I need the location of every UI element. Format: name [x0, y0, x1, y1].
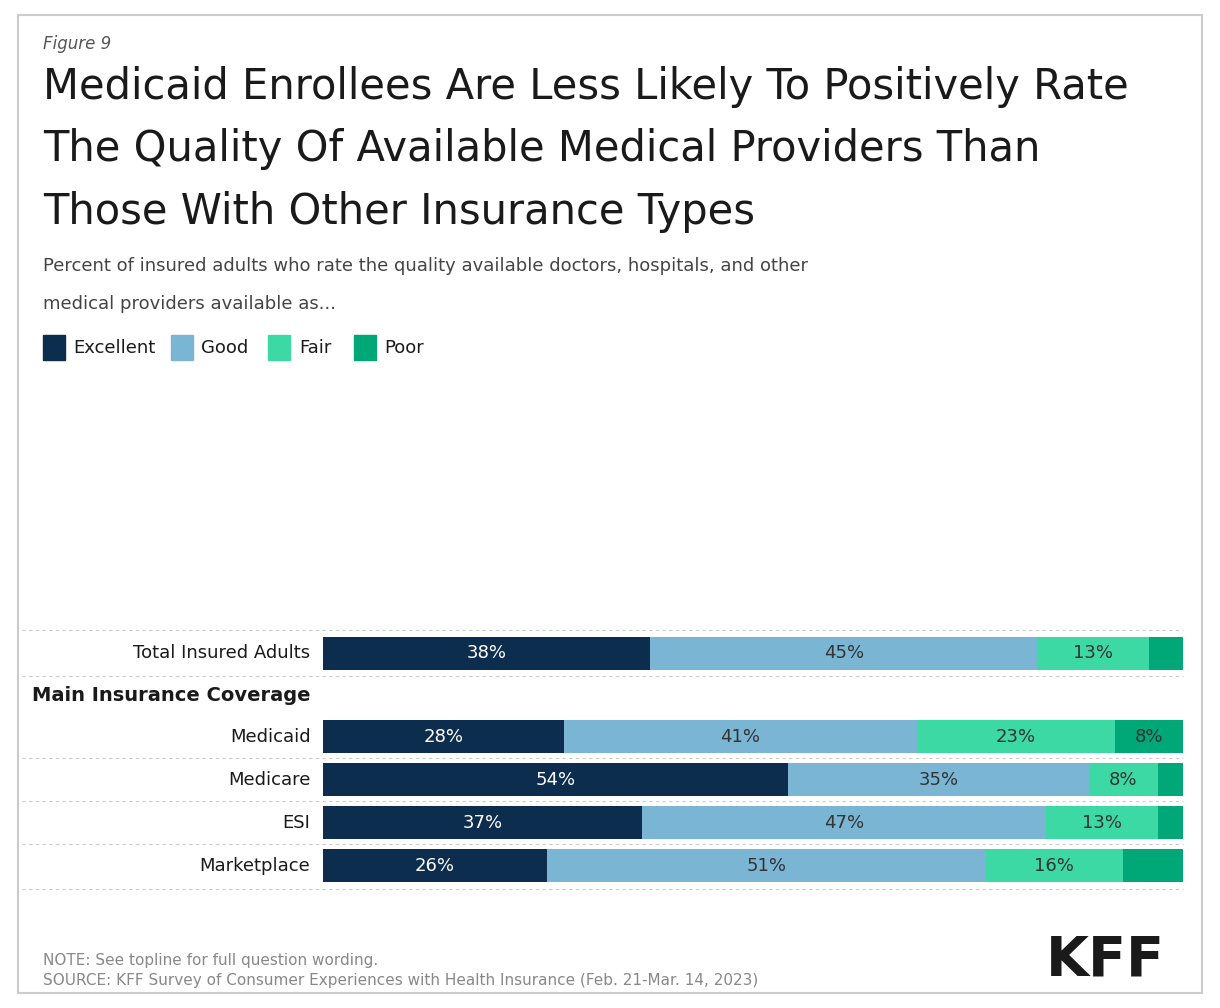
Bar — [323, 850, 547, 882]
Text: KFF: KFF — [1046, 933, 1165, 988]
Text: The Quality Of Available Medical Providers Than: The Quality Of Available Medical Provide… — [43, 128, 1041, 170]
Text: 8%: 8% — [1135, 728, 1163, 746]
Bar — [986, 850, 1124, 882]
Text: 47%: 47% — [824, 813, 864, 832]
Bar — [650, 637, 1037, 669]
Text: 13%: 13% — [1082, 813, 1121, 832]
Text: 13%: 13% — [1074, 644, 1113, 662]
Text: 8%: 8% — [1109, 771, 1137, 789]
Text: Total Insured Adults: Total Insured Adults — [133, 644, 310, 662]
Bar — [788, 763, 1088, 796]
Text: 51%: 51% — [747, 857, 786, 875]
Bar — [1115, 721, 1183, 753]
Text: medical providers available as...: medical providers available as... — [43, 295, 336, 313]
Bar — [1158, 763, 1183, 796]
Bar — [1158, 806, 1183, 840]
Text: Figure 9: Figure 9 — [43, 35, 111, 53]
Bar — [642, 806, 1046, 840]
Text: Medicaid Enrollees Are Less Likely To Positively Rate: Medicaid Enrollees Are Less Likely To Po… — [43, 66, 1128, 108]
Bar — [323, 637, 650, 669]
Text: 37%: 37% — [462, 813, 503, 832]
Text: 41%: 41% — [721, 728, 760, 746]
Bar — [323, 721, 564, 753]
Text: ESI: ESI — [283, 813, 310, 832]
Bar — [1124, 850, 1183, 882]
Text: Excellent: Excellent — [73, 339, 155, 357]
Text: 45%: 45% — [824, 644, 864, 662]
Bar — [1088, 763, 1158, 796]
Text: Medicaid: Medicaid — [229, 728, 310, 746]
Bar — [323, 806, 642, 840]
Text: 16%: 16% — [1035, 857, 1075, 875]
Bar — [1037, 637, 1149, 669]
Text: 28%: 28% — [423, 728, 464, 746]
Bar — [916, 721, 1115, 753]
Text: 23%: 23% — [996, 728, 1036, 746]
Bar — [564, 721, 916, 753]
Text: 38%: 38% — [467, 644, 506, 662]
Text: Marketplace: Marketplace — [200, 857, 310, 875]
Text: Main Insurance Coverage: Main Insurance Coverage — [32, 685, 310, 705]
Bar — [323, 763, 788, 796]
Bar — [1046, 806, 1158, 840]
Text: SOURCE: KFF Survey of Consumer Experiences with Health Insurance (Feb. 21-Mar. 1: SOURCE: KFF Survey of Consumer Experienc… — [43, 973, 758, 988]
Text: NOTE: See topline for full question wording.: NOTE: See topline for full question word… — [43, 953, 378, 968]
Text: Fair: Fair — [299, 339, 332, 357]
Text: Poor: Poor — [384, 339, 425, 357]
Text: Medicare: Medicare — [228, 771, 310, 789]
Text: 26%: 26% — [415, 857, 455, 875]
Text: 54%: 54% — [536, 771, 576, 789]
Bar — [1149, 637, 1183, 669]
Text: Good: Good — [201, 339, 249, 357]
Text: Percent of insured adults who rate the quality available doctors, hospitals, and: Percent of insured adults who rate the q… — [43, 257, 808, 275]
Text: 35%: 35% — [919, 771, 959, 789]
Text: Those With Other Insurance Types: Those With Other Insurance Types — [43, 191, 755, 233]
Bar — [547, 850, 986, 882]
